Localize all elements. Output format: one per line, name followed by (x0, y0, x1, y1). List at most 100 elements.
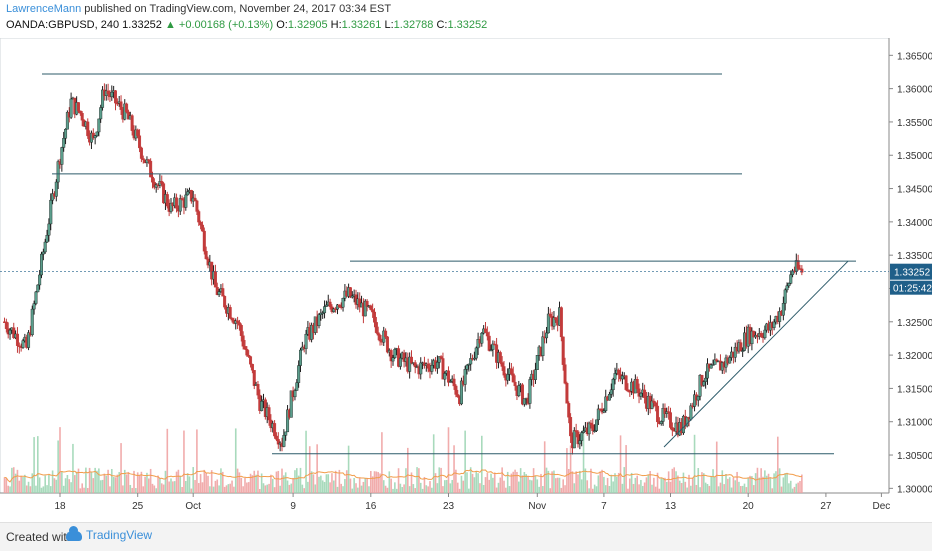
candle-body (350, 295, 354, 298)
x-axis-tick-label: Oct (185, 501, 201, 512)
volume-bar (789, 480, 792, 493)
candle-body (199, 221, 203, 226)
candle-body (485, 332, 489, 337)
volume-bar (691, 477, 694, 493)
volume-bar (651, 484, 653, 493)
open-label: O: (276, 19, 288, 31)
candle-body (56, 161, 60, 183)
countdown-tag (890, 280, 932, 295)
volume-bar (680, 482, 683, 493)
candle-body (363, 300, 367, 317)
candle-body (739, 342, 743, 352)
volume-bar (684, 481, 687, 493)
volume-bar (25, 485, 28, 493)
candle-body (709, 364, 713, 369)
volume-bar (560, 487, 563, 493)
candle-body (245, 348, 249, 356)
volume-bar (669, 481, 672, 493)
volume-bar (35, 485, 37, 493)
volume-bar (18, 480, 21, 493)
candle-body (430, 365, 434, 372)
candle-body (613, 373, 617, 380)
volume-bar (362, 481, 365, 493)
volume-bar (418, 468, 420, 493)
symbol-label: OANDA:GBPUSD, 240 (6, 19, 120, 31)
volume-bar (77, 468, 80, 493)
volume-bar (780, 486, 783, 493)
volume-bar (177, 469, 180, 493)
volume-bar (246, 482, 248, 493)
candle-body (582, 430, 586, 433)
volume-bar (185, 480, 187, 493)
tradingview-link[interactable]: TradingView (66, 526, 152, 542)
author-link[interactable]: LawrenceMann (6, 3, 82, 15)
trendline[interactable] (663, 260, 849, 448)
volume-bar (708, 485, 711, 493)
candle-body (528, 379, 532, 404)
publish-line: LawrenceMann published on TradingView.co… (6, 3, 391, 15)
candle-body (236, 320, 240, 323)
volume-bar (201, 482, 204, 493)
candle-body (165, 194, 169, 207)
candle-body (293, 390, 297, 398)
volume-bar (384, 485, 387, 493)
candle-body (371, 309, 375, 313)
volume-bar (173, 481, 176, 493)
volume-bar (129, 484, 132, 493)
candle-body (17, 345, 21, 347)
candle-body (34, 291, 38, 304)
volume-bar (98, 468, 100, 493)
volume-bar (192, 467, 194, 493)
candle-body (4, 321, 8, 329)
volume-bar (777, 436, 779, 493)
candle-body (696, 395, 700, 401)
candle-body (282, 435, 286, 447)
candle-body (448, 381, 452, 383)
volume-bar (31, 473, 34, 493)
volume-bar (573, 483, 576, 493)
volume-bar (645, 477, 648, 493)
volume-bar (307, 481, 309, 493)
y-axis-tick-label: 1.30000 (897, 484, 932, 495)
volume-bar (49, 486, 52, 493)
candle-body (136, 129, 140, 136)
y-axis-tick-label: 1.33500 (897, 251, 932, 262)
volume-bar (671, 468, 674, 493)
volume-bar (775, 471, 777, 493)
volume-bar (286, 480, 289, 493)
volume-bar (495, 487, 498, 493)
candle-body (509, 368, 513, 375)
candle-body (284, 431, 288, 436)
candle-body (149, 160, 153, 178)
created-with-label: Created with (6, 530, 74, 544)
candle-body (328, 301, 332, 308)
candle-body (336, 304, 340, 310)
volume-bar (660, 478, 663, 493)
candle-body (441, 358, 445, 380)
candle-body (178, 198, 182, 212)
candle-body (373, 311, 377, 323)
volume-bar (277, 470, 280, 493)
chart-area[interactable]: 1.36500 1.36000 1.35500 1.35000 1.34500 1.340… (0, 37, 932, 525)
volume-bar (279, 485, 281, 493)
candle-body (626, 389, 630, 392)
volume-bar (377, 472, 379, 493)
candle-body (752, 330, 756, 338)
volume-bar (564, 485, 566, 493)
volume-bar (649, 471, 651, 493)
candle-body (574, 430, 578, 432)
candle-body (715, 359, 719, 362)
volume-bar (486, 473, 489, 493)
candle-body (27, 332, 31, 348)
volume-bar (621, 483, 624, 493)
candle-body (193, 197, 197, 202)
volume-bar (595, 486, 598, 493)
price-chart[interactable]: 1.36500 1.36000 1.35500 1.35000 1.34500 1.340… (0, 37, 932, 520)
candle-body (580, 432, 584, 441)
volume-bar (136, 472, 139, 493)
volume-bar (453, 445, 455, 493)
candle-body (15, 333, 19, 346)
volume-bar (92, 478, 95, 493)
volume-bar (155, 488, 157, 493)
volume-bar (444, 480, 446, 493)
